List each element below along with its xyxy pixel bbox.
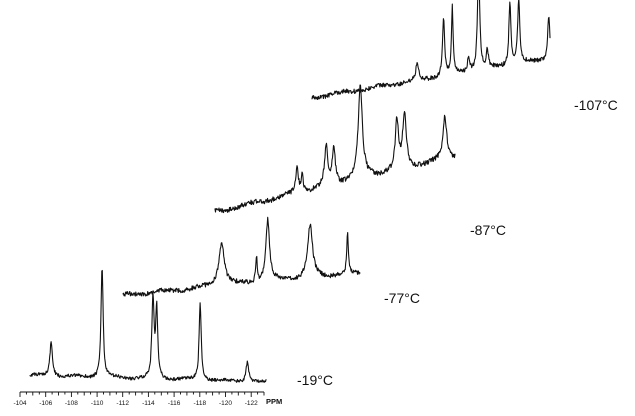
- ppm-tick-label: -112: [116, 400, 129, 407]
- ppm-tick-label: -114: [142, 400, 155, 407]
- ppm-tick-label: -110: [91, 400, 104, 407]
- ppm-tick-label: -122: [245, 400, 258, 407]
- ppm-tick-label: -116: [168, 400, 181, 407]
- temperature-label: -19°C: [297, 372, 333, 388]
- spectrum-trace: [29, 269, 267, 383]
- ppm-tick-label: -118: [194, 400, 207, 407]
- ppm-unit-label: PPM: [266, 397, 282, 406]
- temperature-label: -87°C: [470, 222, 506, 238]
- spectrum-trace: [214, 84, 456, 214]
- ppm-axis-ticks: -104 -106 -108 -110 -112 -114 -116 -118 -120 -122: [13, 392, 265, 407]
- spectrum-trace: [122, 216, 361, 297]
- ppm-axis: -104 -106 -108 -110 -112 -114 -116 -118 -120 -122…: [13, 391, 282, 407]
- spectrum-trace: [311, 0, 551, 101]
- temperature-label: -107°C: [574, 97, 618, 113]
- ppm-tick-label: -106: [39, 400, 52, 407]
- ppm-tick-label: -120: [219, 400, 232, 407]
- spectra-traces: [29, 0, 551, 383]
- ppm-tick-label: -104: [13, 400, 26, 407]
- temperature-label: -77°C: [384, 290, 420, 306]
- ppm-tick-label: -108: [65, 400, 78, 407]
- temperature-labels: -19°C -77°C -87°C -107°C: [297, 97, 618, 388]
